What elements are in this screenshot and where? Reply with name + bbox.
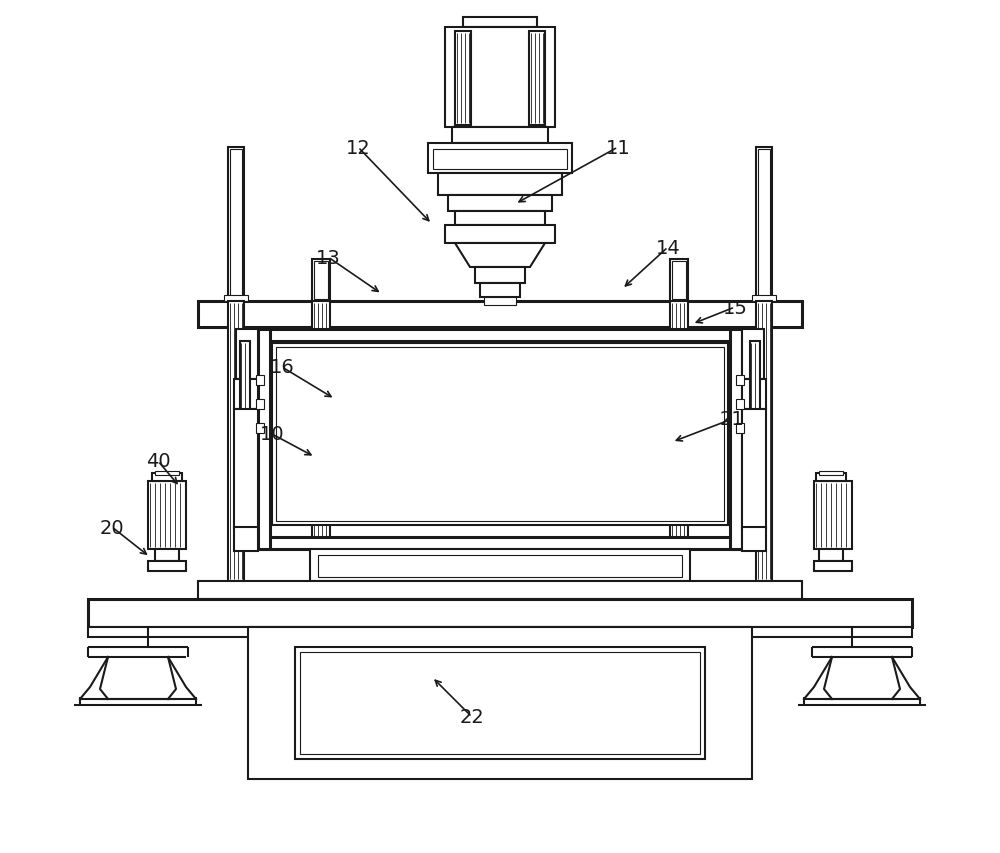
- Bar: [312, 259, 330, 302]
- Text: 11: 11: [606, 138, 630, 157]
- Bar: [300, 653, 700, 754]
- Bar: [276, 347, 724, 521]
- Bar: [452, 128, 548, 144]
- Bar: [463, 18, 537, 28]
- Text: 16: 16: [270, 358, 294, 377]
- Bar: [256, 399, 264, 409]
- Bar: [670, 259, 688, 302]
- Bar: [88, 600, 912, 627]
- Bar: [310, 549, 690, 581]
- Text: 22: 22: [460, 708, 484, 727]
- Bar: [155, 472, 179, 475]
- Bar: [672, 262, 686, 299]
- Bar: [433, 150, 567, 170]
- Text: 15: 15: [723, 299, 747, 317]
- Bar: [445, 28, 555, 128]
- Bar: [224, 296, 248, 302]
- Bar: [272, 344, 728, 525]
- Bar: [742, 380, 766, 409]
- Bar: [248, 627, 752, 779]
- Bar: [256, 375, 264, 386]
- Bar: [752, 296, 776, 302]
- Text: 20: 20: [100, 518, 124, 537]
- Bar: [445, 226, 555, 244]
- Bar: [198, 581, 802, 600]
- Text: 13: 13: [316, 248, 340, 267]
- Bar: [742, 409, 766, 530]
- Bar: [742, 527, 766, 551]
- Text: 10: 10: [260, 425, 284, 444]
- Bar: [88, 627, 912, 637]
- Bar: [148, 481, 186, 549]
- Bar: [438, 174, 562, 196]
- Bar: [730, 329, 742, 549]
- Text: 21: 21: [720, 410, 744, 429]
- Polygon shape: [455, 244, 545, 268]
- Bar: [529, 32, 545, 126]
- Bar: [814, 561, 852, 572]
- Bar: [230, 150, 242, 300]
- Bar: [428, 144, 572, 174]
- Bar: [318, 555, 682, 577]
- Bar: [148, 561, 186, 572]
- Bar: [756, 302, 772, 581]
- Bar: [152, 473, 182, 481]
- Bar: [155, 549, 179, 561]
- Bar: [670, 302, 688, 581]
- Bar: [736, 399, 744, 409]
- Bar: [234, 527, 258, 551]
- Bar: [455, 212, 545, 226]
- Bar: [228, 302, 244, 581]
- Bar: [198, 302, 802, 328]
- Bar: [455, 32, 471, 126]
- Bar: [736, 423, 744, 433]
- Bar: [240, 341, 250, 527]
- Bar: [258, 537, 742, 549]
- Bar: [314, 262, 328, 299]
- Text: 12: 12: [346, 138, 370, 157]
- Text: 14: 14: [656, 238, 680, 258]
- Bar: [816, 473, 846, 481]
- Bar: [234, 409, 258, 530]
- Bar: [819, 549, 843, 561]
- Bar: [480, 284, 520, 298]
- Bar: [756, 148, 772, 303]
- Bar: [758, 150, 770, 300]
- Bar: [448, 196, 552, 212]
- Bar: [819, 472, 843, 475]
- Bar: [736, 375, 744, 386]
- Bar: [228, 148, 244, 303]
- Bar: [256, 423, 264, 433]
- Bar: [475, 268, 525, 284]
- Text: 40: 40: [146, 452, 170, 471]
- Bar: [484, 298, 516, 305]
- Bar: [236, 329, 258, 380]
- Bar: [742, 329, 764, 380]
- Bar: [312, 302, 330, 581]
- Bar: [258, 329, 742, 341]
- Bar: [750, 341, 760, 527]
- Bar: [258, 329, 270, 549]
- Bar: [295, 647, 705, 759]
- Bar: [234, 380, 258, 409]
- Bar: [814, 481, 852, 549]
